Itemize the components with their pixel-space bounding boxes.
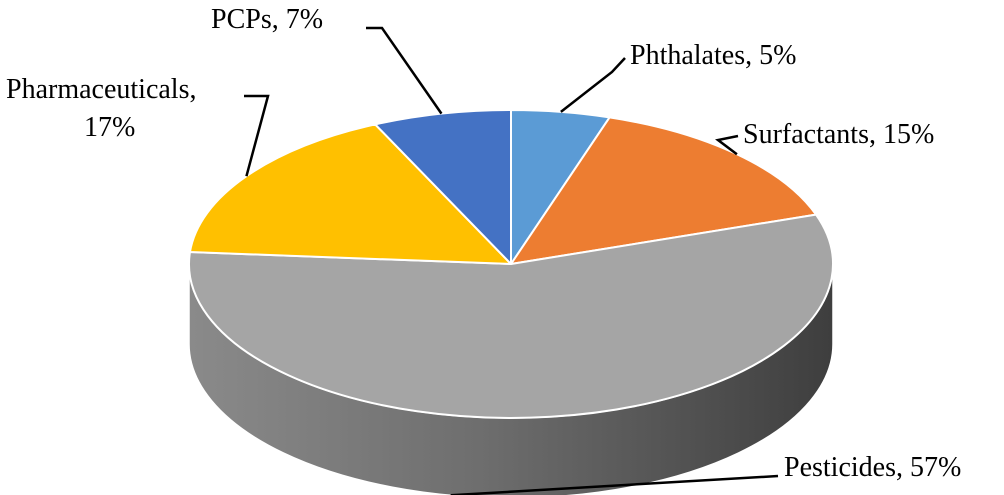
leader-line-pesticides xyxy=(450,474,779,495)
leader-line-phthalates xyxy=(560,57,626,113)
slice-pharmaceuticals xyxy=(188,123,512,265)
leader-line-pharmaceuticals xyxy=(244,94,270,177)
pie-top xyxy=(188,109,834,419)
slice-pesticides xyxy=(188,213,834,419)
label-pesticides: Pesticides, 57% xyxy=(784,452,961,483)
label-phthalates: Phthalates, 5% xyxy=(630,40,796,71)
label-pcps: PCPs, 7% xyxy=(211,4,323,35)
leader-lines xyxy=(244,26,779,495)
label-pharmaceuticals-line2: 17% xyxy=(84,112,135,143)
label-surfactants: Surfactants, 15% xyxy=(743,119,934,150)
leader-line-pcps xyxy=(366,26,443,115)
leader-line-surfactants xyxy=(715,134,739,156)
label-pharmaceuticals-line1: Pharmaceuticals, xyxy=(6,74,196,105)
